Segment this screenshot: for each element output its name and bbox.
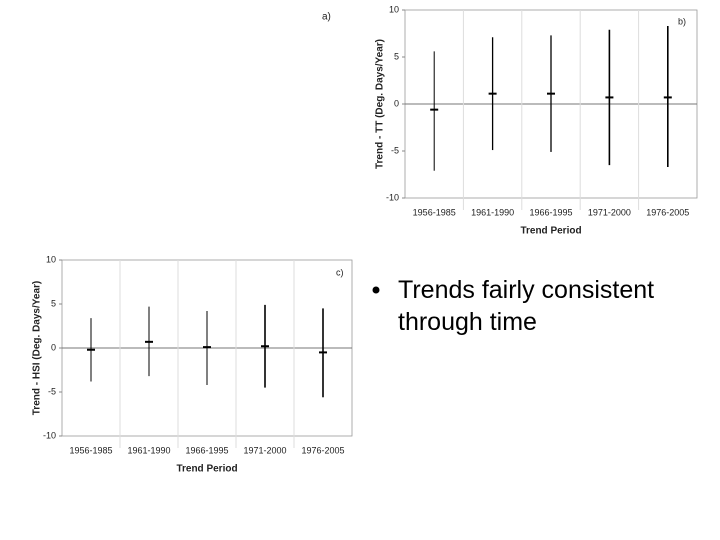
x-tick-label: 1976-2005 bbox=[301, 445, 344, 455]
x-tick-label: 1971-2000 bbox=[588, 207, 631, 217]
y-tick-label: 10 bbox=[46, 254, 56, 264]
y-tick-label: 5 bbox=[51, 298, 56, 308]
y-tick-label: 10 bbox=[389, 4, 399, 14]
panel-label: c) bbox=[336, 267, 344, 277]
x-axis-title: Trend Period bbox=[176, 464, 237, 475]
x-tick-label: 1956-1985 bbox=[69, 445, 112, 455]
y-tick-label: -5 bbox=[48, 386, 56, 396]
y-tick-label: -5 bbox=[391, 145, 399, 155]
x-tick-label: 1961-1990 bbox=[471, 207, 514, 217]
y-tick-label: -10 bbox=[43, 430, 56, 440]
panel-label: b) bbox=[678, 16, 686, 26]
x-tick-label: 1971-2000 bbox=[243, 445, 286, 455]
y-tick-label: 5 bbox=[394, 51, 399, 61]
x-tick-label: 1956-1985 bbox=[413, 207, 456, 217]
y-tick-label: -10 bbox=[386, 192, 399, 202]
bullet-dot bbox=[372, 286, 380, 294]
y-tick-label: 0 bbox=[51, 342, 56, 352]
x-tick-label: 1966-1995 bbox=[529, 207, 572, 217]
y-axis-title: Trend - TT (Deg. Days/Year) bbox=[375, 39, 386, 169]
x-tick-label: 1976-2005 bbox=[646, 207, 689, 217]
y-axis-title: Trend - HSI (Deg. Days/Year) bbox=[32, 281, 43, 416]
panel-label: a) bbox=[322, 12, 331, 23]
x-tick-label: 1966-1995 bbox=[185, 445, 228, 455]
x-tick-label: 1961-1990 bbox=[127, 445, 170, 455]
x-axis-title: Trend Period bbox=[520, 226, 581, 237]
bullet-text: Trends fairly consistent through time bbox=[398, 276, 655, 336]
y-tick-label: 0 bbox=[394, 98, 399, 108]
